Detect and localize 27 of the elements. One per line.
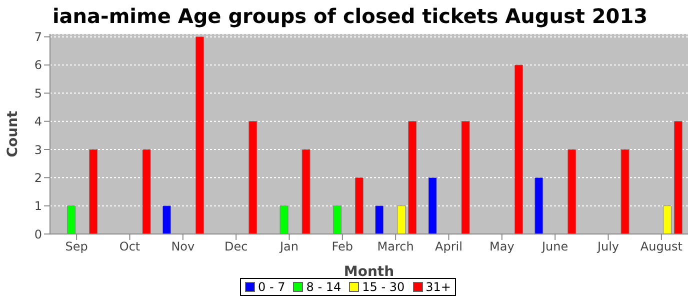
x-tick-label: Feb bbox=[332, 240, 354, 254]
legend-label: 31+ bbox=[424, 280, 451, 294]
x-tick-label: Jan bbox=[279, 240, 298, 254]
y-tick-label: 4 bbox=[34, 114, 42, 129]
x-tick-label: April bbox=[435, 240, 462, 254]
y-axis-title: Count bbox=[4, 110, 21, 158]
x-tick-label: May bbox=[490, 240, 514, 254]
legend-label: 8 - 14 bbox=[305, 280, 342, 294]
y-tick-label: 1 bbox=[34, 199, 42, 214]
x-tick-label: Dec bbox=[224, 240, 248, 254]
x-tick-label: Nov bbox=[171, 240, 195, 254]
y-tick-label: 6 bbox=[34, 58, 42, 72]
x-tick-label: Oct bbox=[119, 240, 140, 254]
chart-title: iana-mime Age groups of closed tickets August 2013 bbox=[51, 3, 649, 30]
y-tick-label: 0 bbox=[34, 227, 42, 242]
x-tick-label: Sep bbox=[65, 240, 88, 254]
y-tick-label: 3 bbox=[34, 142, 42, 157]
x-tick-label: March bbox=[377, 240, 414, 254]
legend-label: 0 - 7 bbox=[257, 280, 286, 294]
x-tick-label: August bbox=[640, 240, 683, 254]
x-tick-label: July bbox=[596, 240, 620, 254]
y-tick-label: 2 bbox=[34, 170, 42, 185]
x-axis-title: Month bbox=[344, 264, 394, 280]
x-tick-label: June bbox=[541, 240, 568, 254]
legend-label: 15 - 30 bbox=[361, 280, 405, 294]
y-tick-label: 5 bbox=[34, 86, 42, 100]
y-tick-label: 7 bbox=[34, 30, 42, 44]
